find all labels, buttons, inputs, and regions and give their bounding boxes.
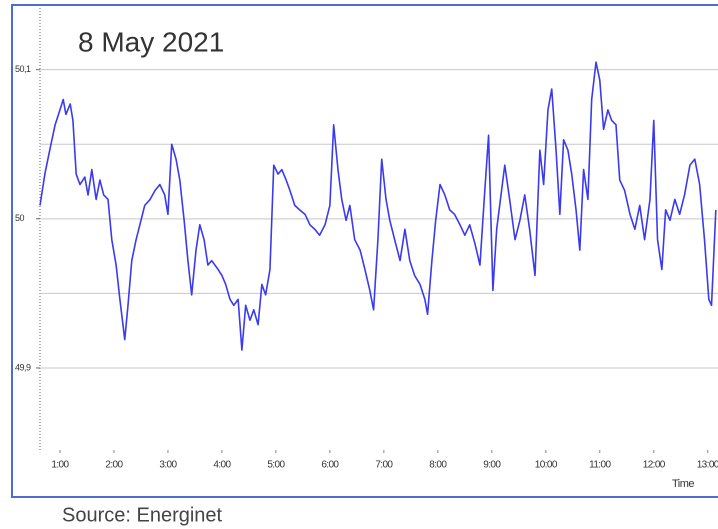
y-tick-label: 50 [15,213,25,223]
source-note: Source: Energinet [62,504,223,526]
x-tick-label: 6:00 [321,460,339,471]
y-tick-label: 50,1 [15,64,31,74]
x-tick-label: 2:00 [105,460,123,471]
x-tick-label: 10:00 [535,460,558,471]
x-tick-label: 7:00 [375,460,393,471]
x-axis-label: Time [672,478,694,490]
y-tick-label: 49,9 [15,362,31,372]
x-tick-label: 5:00 [267,460,285,471]
x-tick-label: 12:00 [643,460,666,471]
chart-title: 8 May 2021 [78,26,224,57]
grid: 49,9 50 50,1 1:00 2:00 3:00 4:00 5:00 6:00 7:00 8:… [15,64,718,471]
x-tick-label: 9:00 [483,460,501,471]
x-tick-label: 11:00 [589,460,611,471]
x-tick-label: 1:00 [51,460,69,471]
data-line [39,61,717,351]
x-tick-label: 13:00 [697,460,718,471]
x-tick-label: 3:00 [159,460,177,471]
plot-frame [11,4,718,498]
x-tick-label: 8:00 [429,460,447,471]
marks [39,61,717,351]
x-tick-label: 4:00 [213,460,231,471]
